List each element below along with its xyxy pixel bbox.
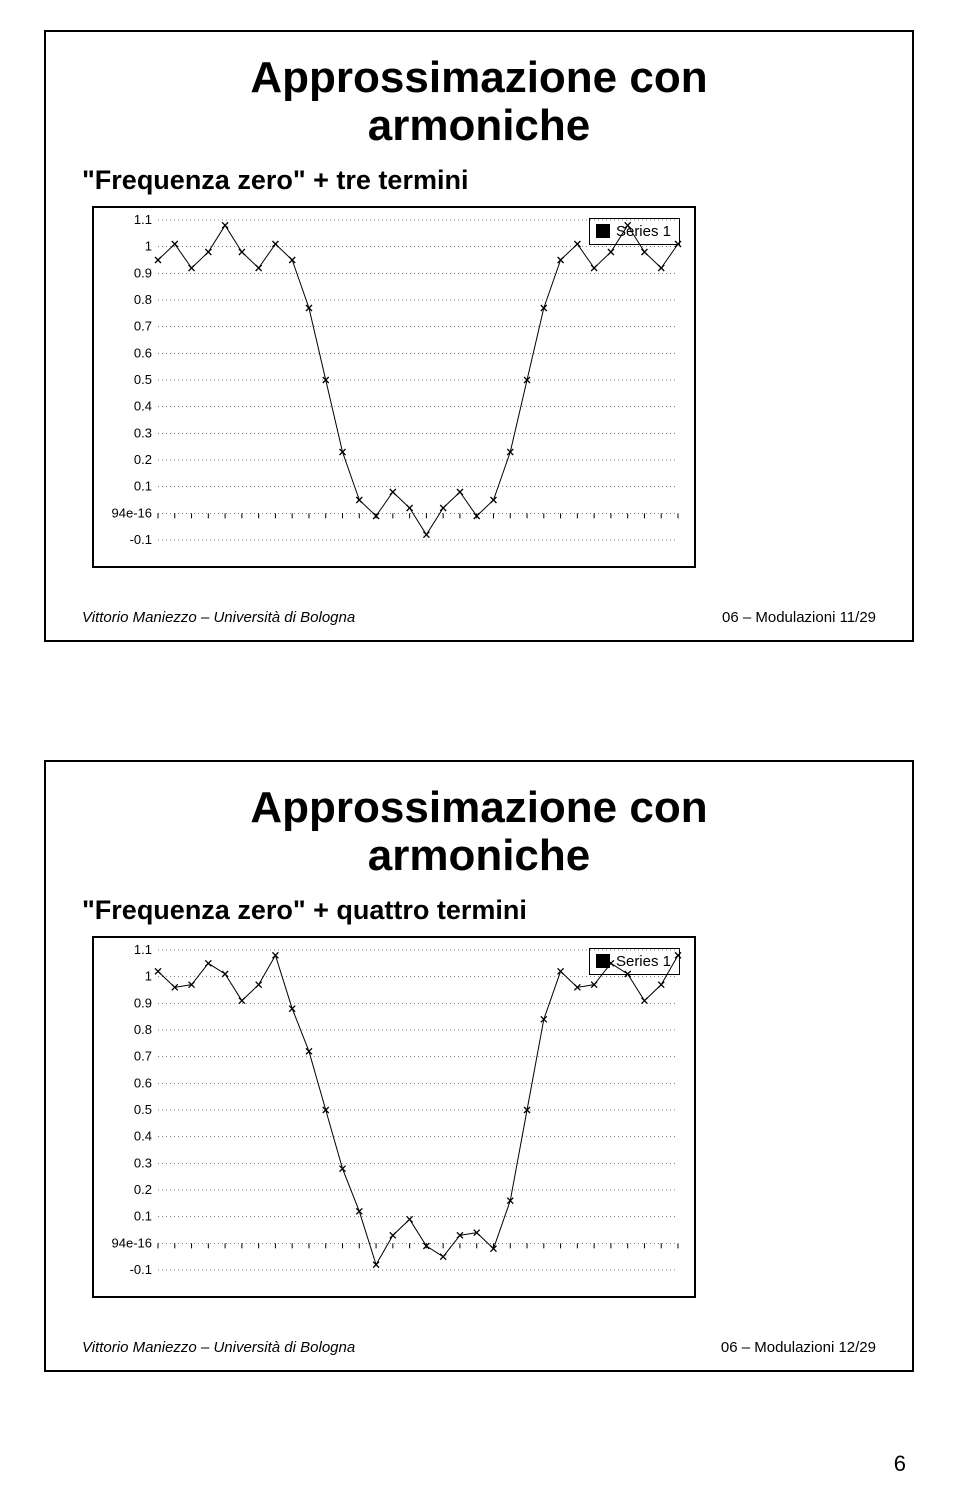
title-line-2: armoniche [368, 831, 591, 880]
slide-subtitle: "Frequenza zero" + quattro termini [82, 895, 876, 926]
slide-title: Approssimazione con armoniche [82, 784, 876, 881]
svg-text:0.8: 0.8 [134, 1022, 152, 1037]
svg-text:-0.1: -0.1 [130, 1262, 152, 1277]
svg-text:0.9: 0.9 [134, 995, 152, 1010]
svg-text:0.2: 0.2 [134, 1182, 152, 1197]
svg-text:0.6: 0.6 [134, 1075, 152, 1090]
page: Approssimazione con armoniche "Frequenza… [0, 0, 960, 1501]
slide-2: Approssimazione con armoniche "Frequenza… [44, 760, 914, 1372]
svg-text:0.4: 0.4 [134, 398, 152, 413]
svg-text:-0.1: -0.1 [130, 532, 152, 547]
svg-text:0.6: 0.6 [134, 345, 152, 360]
title-line-2: armoniche [368, 101, 591, 150]
svg-text:0.8: 0.8 [134, 292, 152, 307]
title-line-1: Approssimazione con [250, 783, 707, 832]
footer-left: Vittorio Maniezzo – Università di Bologn… [82, 609, 355, 626]
svg-text:0.1: 0.1 [134, 1208, 152, 1223]
chart-frame: Series 1 1.110.90.80.70.60.50.40.30.20.1… [92, 206, 696, 568]
slide-footer: Vittorio Maniezzo – Università di Bologn… [82, 609, 876, 626]
slide-subtitle: "Frequenza zero" + tre termini [82, 165, 876, 196]
page-number: 6 [894, 1451, 906, 1477]
svg-text:1.1: 1.1 [134, 942, 152, 957]
svg-text:0.2: 0.2 [134, 452, 152, 467]
slide-footer: Vittorio Maniezzo – Università di Bologn… [82, 1339, 876, 1356]
svg-text:0.7: 0.7 [134, 1048, 152, 1063]
svg-text:1: 1 [145, 238, 152, 253]
svg-text:0.1: 0.1 [134, 478, 152, 493]
svg-text:1.1: 1.1 [134, 212, 152, 227]
title-line-1: Approssimazione con [250, 53, 707, 102]
svg-text:0.5: 0.5 [134, 372, 152, 387]
chart-plot: 1.1 1 0.9 0.8 0.7 0.6 0.5 0.4 0.3 0.2 0.1 94e-16 -0.… [94, 938, 694, 1296]
svg-text:0.4: 0.4 [134, 1128, 152, 1143]
slide-title: Approssimazione con armoniche [82, 54, 876, 151]
svg-text:0.7: 0.7 [134, 318, 152, 333]
chart-plot: 1.1 1 0.9 0.8 0.7 0.6 0.5 0.4 0.3 0.2 0.1 94e-16 -0.… [94, 208, 694, 566]
slide-1: Approssimazione con armoniche "Frequenza… [44, 30, 914, 642]
svg-text:0.3: 0.3 [134, 1155, 152, 1170]
chart-frame: Series 1 1.110.90.80.70.60.50.40.30.20.1… [92, 936, 696, 1298]
svg-text:94e-16: 94e-16 [112, 505, 152, 520]
footer-right: 06 – Modulazioni 12/29 [721, 1339, 876, 1356]
svg-text:1: 1 [145, 968, 152, 983]
footer-left: Vittorio Maniezzo – Università di Bologn… [82, 1339, 355, 1356]
svg-text:94e-16: 94e-16 [112, 1235, 152, 1250]
svg-text:0.5: 0.5 [134, 1102, 152, 1117]
svg-text:0.9: 0.9 [134, 265, 152, 280]
svg-text:0.3: 0.3 [134, 425, 152, 440]
footer-right: 06 – Modulazioni 11/29 [722, 609, 876, 626]
